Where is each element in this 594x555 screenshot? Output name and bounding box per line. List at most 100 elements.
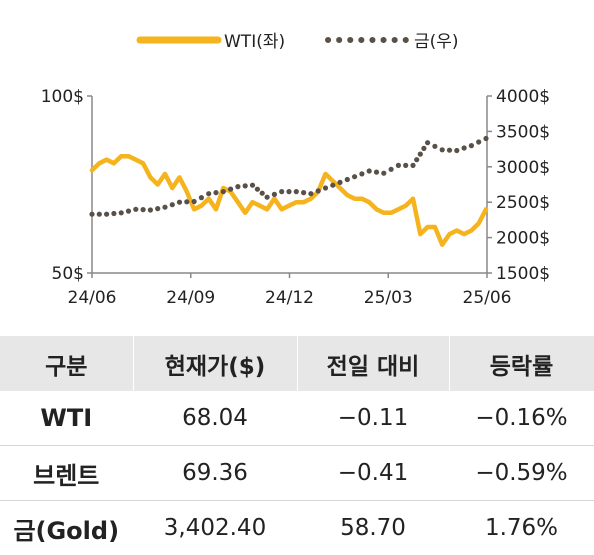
gold-point	[374, 170, 379, 175]
gold-point	[141, 207, 146, 212]
change-cell: −0.11	[297, 391, 449, 446]
x-axis-ticks: 24/06 24/09 24/12 25/03 25/06	[68, 273, 512, 308]
gold-point	[255, 187, 260, 192]
gold-point	[403, 163, 408, 168]
gold-point	[359, 171, 364, 176]
left-tick-label: 50$	[52, 264, 84, 284]
gold-point	[352, 174, 357, 179]
x-tick-label: 24/09	[166, 288, 215, 308]
gold-point	[243, 183, 248, 188]
right-tick-label: 2000$	[496, 229, 550, 249]
x-tick-label: 24/06	[68, 288, 117, 308]
gold-point	[396, 163, 401, 168]
gold-point	[206, 191, 211, 196]
gold-point	[483, 136, 488, 141]
header-change-rate: 등락률	[449, 336, 594, 391]
gold-point	[272, 192, 277, 197]
pct-cell: −0.59%	[449, 446, 594, 501]
gold-point	[250, 183, 255, 188]
gold-point	[301, 190, 306, 195]
gold-point	[367, 168, 372, 173]
price-cell: 3,402.40	[133, 501, 297, 555]
right-tick-label: 2500$	[496, 193, 550, 213]
gold-point	[286, 189, 291, 194]
gold-point	[414, 157, 419, 162]
legend-label-wti: WTI(좌)	[224, 32, 285, 52]
gold-point	[221, 189, 226, 194]
price-table: 구분 현재가($) 전일 대비 등락률 WTI 68.04 −0.11 −0.1…	[0, 336, 594, 555]
gold-point	[177, 200, 182, 205]
gold-point	[126, 209, 131, 214]
right-tick-label: 1500$	[496, 264, 550, 284]
right-tick-label: 3500$	[496, 122, 550, 142]
gold-point	[476, 139, 481, 144]
gold-point	[199, 195, 204, 200]
gold-point	[133, 207, 138, 212]
gold-point	[89, 212, 94, 217]
table-header-row: 구분 현재가($) 전일 대비 등락률	[0, 336, 594, 391]
wti-line	[92, 156, 486, 245]
gold-point	[389, 167, 394, 172]
gold-point	[381, 171, 386, 176]
gold-point	[418, 152, 423, 157]
change-cell: 58.70	[297, 501, 449, 555]
gold-point	[184, 199, 189, 204]
price-cell: 69.36	[133, 446, 297, 501]
chart-legend: WTI(좌) 금(우)	[140, 32, 459, 52]
gold-point	[337, 180, 342, 185]
gold-point	[432, 144, 437, 149]
change-cell: −0.41	[297, 446, 449, 501]
x-tick-label: 25/03	[364, 288, 413, 308]
gold-point	[410, 163, 415, 168]
price-cell: 68.04	[133, 391, 297, 446]
gold-point	[316, 188, 321, 193]
oil-gold-chart: WTI(좌) 금(우) 100$50$ 4000$ 3500$ 3000$ 2500$…	[0, 0, 594, 330]
row-name-cell: 금(Gold)	[0, 501, 133, 555]
gold-point	[235, 184, 240, 189]
gold-point	[294, 189, 299, 194]
gold-point	[213, 190, 218, 195]
gold-point	[104, 212, 109, 217]
pct-cell: 1.76%	[449, 501, 594, 555]
gold-point	[119, 210, 124, 215]
x-tick-label: 24/12	[265, 288, 314, 308]
series-wti	[92, 156, 486, 245]
gold-point	[148, 207, 153, 212]
gold-point	[421, 146, 426, 151]
gold-point	[170, 202, 175, 207]
gold-point	[279, 189, 284, 194]
gold-point	[454, 148, 459, 153]
gold-point	[440, 147, 445, 152]
right-tick-label: 3000$	[496, 158, 550, 178]
gold-point	[469, 143, 474, 148]
right-tick-label: 4000$	[496, 87, 550, 107]
right-axis-ticks: 4000$ 3500$ 3000$ 2500$ 2000$ 1500$	[487, 87, 550, 284]
gold-point	[97, 212, 102, 217]
gold-point	[192, 199, 197, 204]
gold-point	[228, 187, 233, 192]
row-name-cell: WTI	[0, 391, 133, 446]
gold-point	[260, 191, 265, 196]
axes	[92, 96, 487, 273]
pct-cell: −0.16%	[449, 391, 594, 446]
gold-point	[345, 177, 350, 182]
table-row: 금(Gold) 3,402.40 58.70 1.76%	[0, 501, 594, 555]
table-row: WTI 68.04 −0.11 −0.16%	[0, 391, 594, 446]
table-row: 브렌트 69.36 −0.41 −0.59%	[0, 446, 594, 501]
gold-point	[330, 183, 335, 188]
gold-point	[111, 211, 116, 216]
header-current-price: 현재가($)	[133, 336, 297, 391]
gold-point	[462, 145, 467, 150]
x-tick-label: 25/06	[463, 288, 512, 308]
gold-point	[155, 206, 160, 211]
gold-point	[308, 191, 313, 196]
gold-point	[265, 195, 270, 200]
header-change: 전일 대비	[297, 336, 449, 391]
gold-point	[447, 148, 452, 153]
row-name-cell: 브렌트	[0, 446, 133, 501]
gold-point	[425, 140, 430, 145]
left-axis-ticks: 100$50$	[41, 87, 92, 284]
gold-point	[162, 205, 167, 210]
header-category: 구분	[0, 336, 133, 391]
legend-label-gold: 금(우)	[414, 32, 459, 52]
